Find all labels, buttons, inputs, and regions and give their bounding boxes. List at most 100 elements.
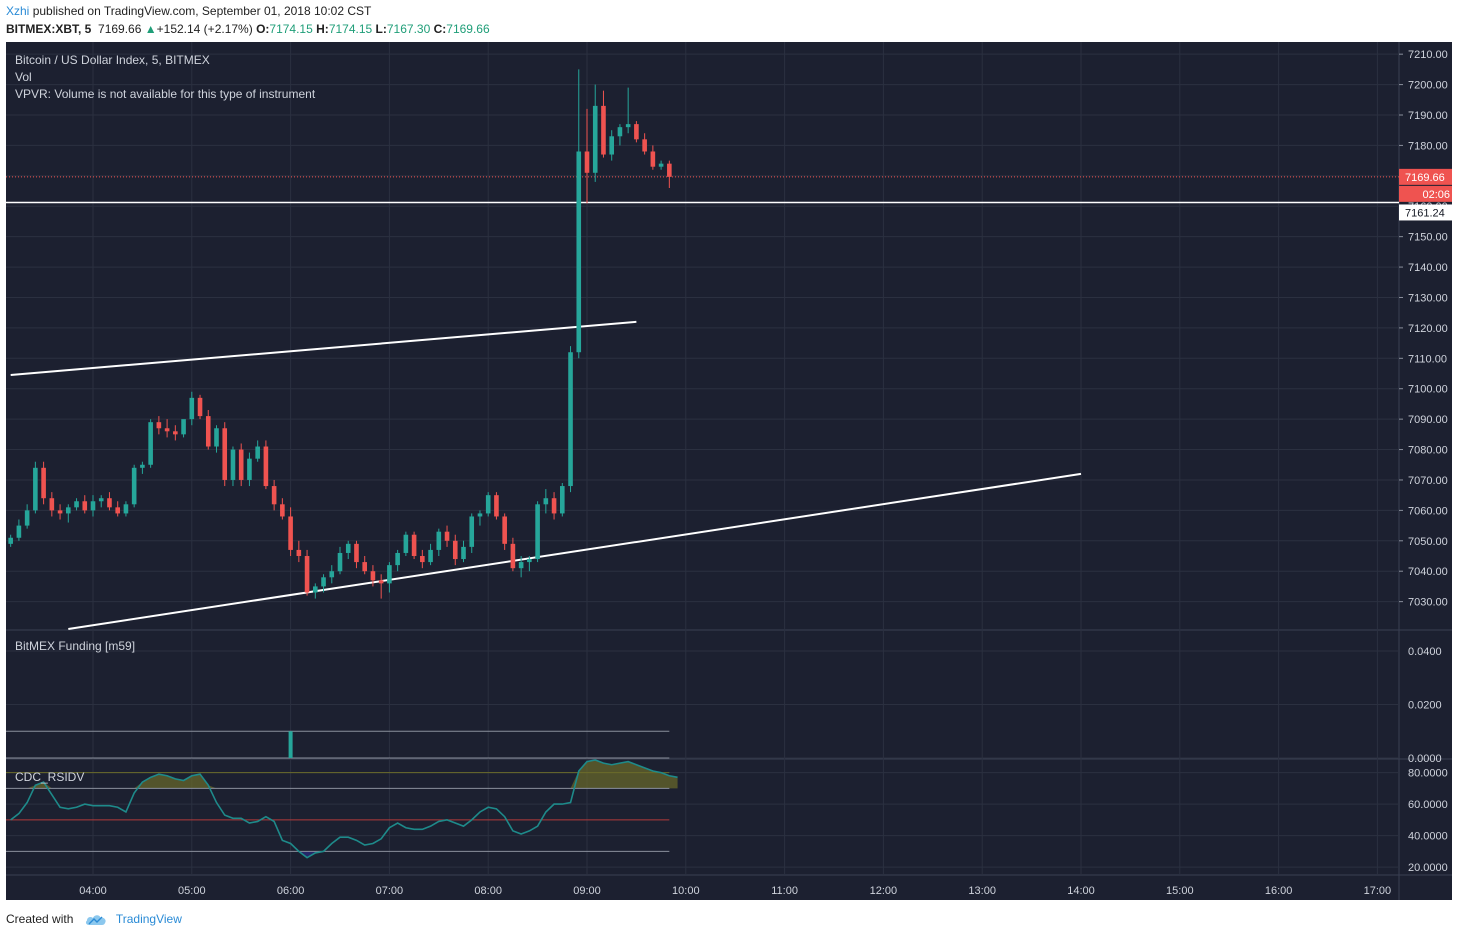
candle-body[interactable] (205, 416, 211, 447)
candle-body[interactable] (428, 549, 433, 563)
candle-body[interactable] (74, 501, 79, 508)
candle-body[interactable] (214, 428, 219, 447)
trendlines[interactable] (6, 176, 1399, 630)
candle-body[interactable] (378, 580, 384, 584)
chart-svg[interactable]: 04:00 05:00 06:00 07:00 08:00 09:00 10:00 11:00… (6, 42, 1452, 900)
rsi-overbought-fill (27, 782, 52, 789)
candle-body[interactable] (510, 543, 516, 569)
candle-body[interactable] (576, 151, 582, 353)
candle-body[interactable] (288, 516, 293, 550)
candle-body[interactable] (485, 495, 491, 514)
candle-body[interactable] (189, 397, 195, 420)
candle-body[interactable] (296, 549, 302, 557)
candle-body[interactable] (469, 516, 475, 547)
candle-body[interactable] (247, 458, 252, 480)
candle-body[interactable] (98, 498, 104, 502)
candle-body[interactable] (345, 543, 351, 553)
candle-body[interactable] (436, 531, 442, 550)
candle-body[interactable] (230, 449, 236, 480)
trendline[interactable] (68, 472, 1082, 630)
candle-body[interactable] (57, 510, 63, 514)
candle-body[interactable] (502, 516, 507, 544)
tradingview-link[interactable]: TradingView (115, 912, 182, 926)
rsi-overbought-fill (570, 760, 678, 789)
candle-body[interactable] (354, 543, 359, 563)
candle-body[interactable] (255, 446, 260, 459)
candle-body[interactable] (543, 498, 549, 505)
candle-body[interactable] (650, 151, 656, 167)
candle-body[interactable] (395, 552, 400, 566)
open-value: 7174.15 (269, 22, 313, 36)
candle-body[interactable] (181, 419, 186, 435)
candle-body[interactable] (387, 565, 392, 584)
candle-body[interactable] (66, 507, 71, 514)
funding-bar[interactable] (288, 731, 293, 758)
candle-body[interactable] (494, 495, 499, 517)
candle-body[interactable] (238, 449, 244, 480)
candle-body[interactable] (41, 467, 46, 499)
created-with-text: Created with (6, 912, 74, 926)
candle-body[interactable] (617, 127, 623, 137)
candle-body[interactable] (461, 546, 466, 560)
candle-body[interactable] (535, 504, 540, 560)
candle-body[interactable] (140, 464, 145, 468)
candle-body[interactable] (444, 531, 450, 541)
candle-body[interactable] (197, 397, 203, 417)
candle-body[interactable] (16, 525, 22, 538)
candle-body[interactable] (370, 571, 376, 581)
candles[interactable] (8, 69, 672, 599)
candle-body[interactable] (642, 139, 647, 152)
candle-body[interactable] (304, 556, 310, 593)
candle-body[interactable] (49, 498, 55, 511)
x-tick-label: 16:00 (1265, 885, 1293, 897)
rsi-line[interactable] (10, 759, 678, 859)
candle-body[interactable] (601, 105, 606, 155)
candle-body[interactable] (329, 571, 335, 578)
candle-body[interactable] (658, 163, 664, 167)
candle-body[interactable] (551, 498, 557, 514)
candle-body[interactable] (107, 498, 112, 508)
candle-body[interactable] (82, 501, 88, 511)
candle-body[interactable] (148, 422, 153, 465)
candle-body[interactable] (33, 467, 38, 511)
candle-body[interactable] (560, 486, 565, 514)
candle-body[interactable] (263, 446, 269, 487)
chart-area[interactable]: 04:00 05:00 06:00 07:00 08:00 09:00 10:00 11:00… (6, 42, 1452, 900)
candle-body[interactable] (403, 534, 409, 553)
candle-body[interactable] (321, 577, 326, 587)
author-link[interactable]: Xzhi (6, 4, 30, 18)
candle-body[interactable] (156, 422, 162, 429)
candle-body[interactable] (115, 507, 120, 514)
candle-body[interactable] (609, 136, 614, 155)
candle-body[interactable] (362, 562, 367, 572)
candle-body[interactable] (592, 105, 598, 173)
candle-body[interactable] (527, 559, 532, 563)
candle-body[interactable] (625, 124, 631, 128)
candle-body[interactable] (90, 501, 96, 511)
candle-body[interactable] (477, 513, 483, 517)
candle-body[interactable] (131, 467, 137, 505)
candle-body[interactable] (123, 504, 129, 514)
candle-body[interactable] (271, 486, 277, 505)
candle-body[interactable] (164, 428, 170, 432)
x-tick-label: 11:00 (771, 885, 798, 897)
candle-body[interactable] (584, 151, 590, 173)
candle-body[interactable] (337, 552, 343, 572)
candle-body[interactable] (667, 163, 672, 177)
candle-body[interactable] (452, 540, 458, 560)
rsi-bands (27, 760, 678, 858)
footer: Created with TradingView (6, 912, 182, 926)
candle-body[interactable] (24, 510, 30, 526)
candle-body[interactable] (222, 428, 228, 480)
candle-body[interactable] (411, 534, 417, 557)
candle-body[interactable] (634, 124, 639, 140)
candle-body[interactable] (8, 537, 13, 544)
open-label: O: (256, 22, 270, 36)
candle-body[interactable] (173, 431, 178, 435)
candle-body[interactable] (420, 556, 425, 563)
candle-body[interactable] (518, 562, 524, 569)
candle-body[interactable] (313, 586, 318, 593)
candle-body[interactable] (280, 504, 285, 517)
trendline[interactable] (10, 320, 637, 377)
candle-body[interactable] (568, 352, 573, 487)
